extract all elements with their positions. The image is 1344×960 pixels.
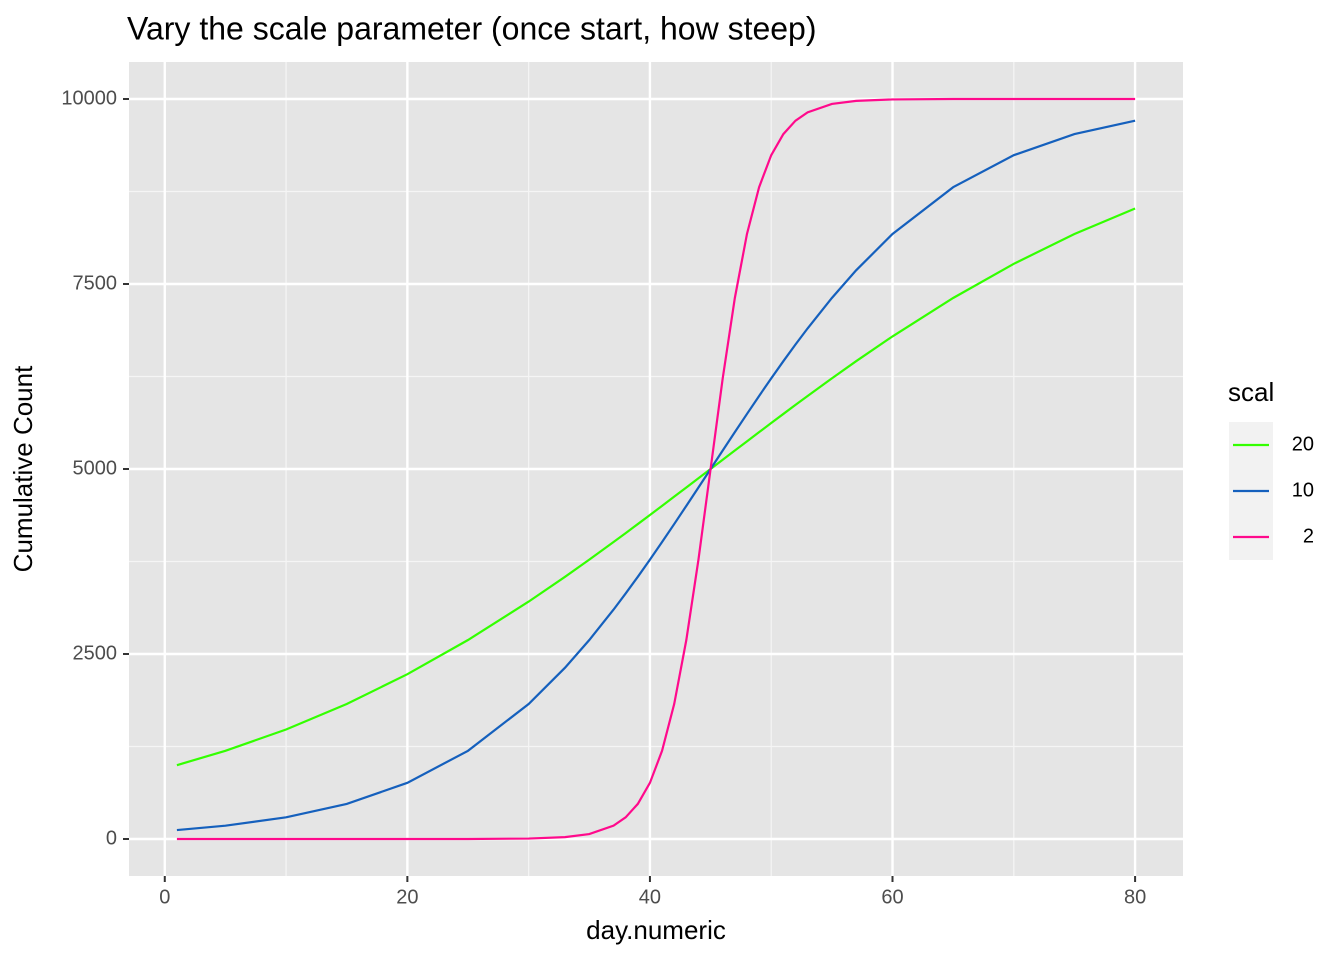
x-axis-label: day.numeric	[586, 915, 726, 945]
y-tick-label: 0	[106, 827, 117, 849]
legend-label: 10	[1292, 479, 1314, 501]
x-tick-label: 0	[159, 886, 170, 908]
legend-title: scal	[1228, 377, 1274, 407]
line-series	[176, 97, 1136, 841]
x-tick-label: 80	[1124, 886, 1146, 908]
y-tick-label: 2500	[73, 642, 118, 664]
chart-title: Vary the scale parameter (once start, ho…	[127, 10, 817, 46]
line-series	[176, 207, 1136, 767]
x-tick-label: 60	[881, 886, 903, 908]
legend-label: 2	[1303, 525, 1314, 547]
x-tick-label: 20	[396, 886, 418, 908]
y-axis-label: Cumulative Count	[8, 365, 38, 572]
x-tick-label: 40	[639, 886, 661, 908]
y-tick-label: 5000	[73, 457, 118, 479]
y-tick-label: 10000	[61, 87, 117, 109]
line-series	[176, 119, 1136, 832]
legend-label: 20	[1292, 433, 1314, 455]
y-tick-label: 7500	[73, 272, 118, 294]
